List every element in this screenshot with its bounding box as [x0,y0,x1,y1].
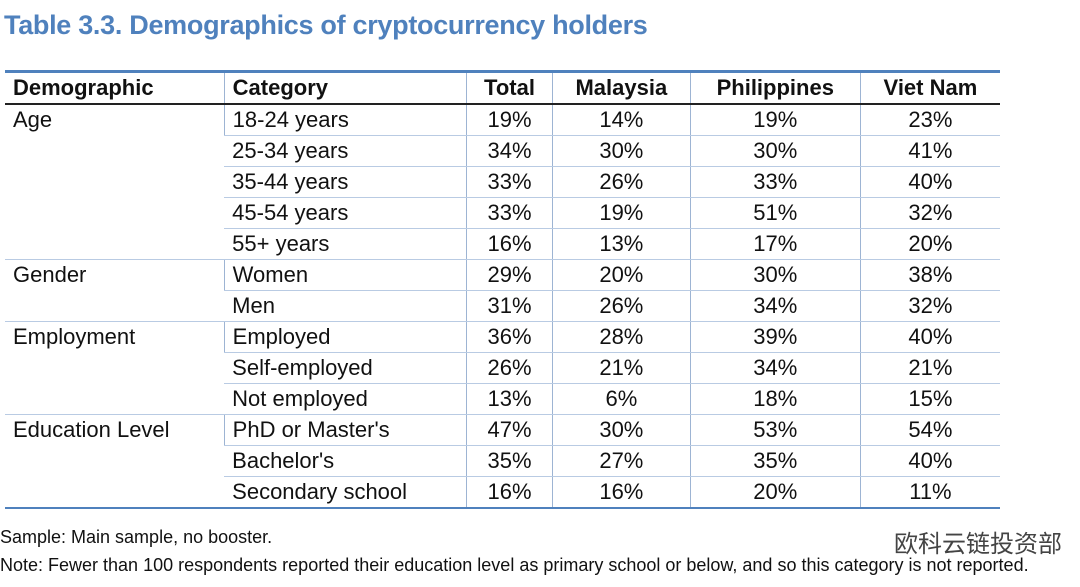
value-cell: 20% [859,228,1000,260]
value-cell: 40% [859,166,1000,198]
value-cell: 39% [689,321,861,353]
table-row: Age 18-24 years 19% 14% 19% 23% [5,104,1000,260]
value-cell: 38% [859,259,1000,291]
sample-note: Sample: Main sample, no booster. [0,527,273,547]
table-row: Secondary school 16% 16% 20% 11% [5,476,1000,509]
category-cell: 18-24 years [223,104,467,136]
value-cell: 40% [859,321,1000,353]
column-header: Category [223,71,467,105]
value-cell: 18% [689,383,861,415]
table-row: Employment Employed 36% 28% 39% 40% [5,321,1000,415]
table-row: Self-employed 26% 21% 34% 21% [5,352,1000,384]
value-cell: 26% [552,290,691,322]
value-cell: 47% [466,414,553,446]
table-row: Education Level PhD or Master's 47% 30% 53% 5… [5,414,1000,509]
category-cell: Not employed [224,383,467,415]
value-cell: 20% [689,476,861,509]
demographics-table: Demographic Category Total Malaysia Philippi… [5,70,1000,509]
value-cell: 26% [466,352,553,384]
value-cell: 16% [466,476,553,509]
value-cell: 19% [552,197,691,229]
category-cell: PhD or Master's [223,414,467,446]
group-label: Gender [5,259,225,322]
footnote: Note: Fewer than 100 respondents reporte… [0,555,1029,575]
category-cell: Bachelor's [224,445,467,477]
value-cell: 32% [859,290,1000,322]
value-cell: 27% [552,445,691,477]
value-cell: 35% [466,445,553,477]
table-row: Bachelor's 35% 27% 35% 40% [5,445,1000,477]
value-cell: 16% [466,228,553,260]
value-cell: 54% [859,414,1000,446]
table-body: Age 18-24 years 19% 14% 19% 23% 25-34 years 34%… [5,104,1000,509]
table-row: Not employed 13% 6% 18% 15% [5,383,1000,415]
category-cell: 25-34 years [224,135,467,167]
column-header: Viet Nam [859,71,1000,105]
value-cell: 26% [552,166,691,198]
value-cell: 11% [859,476,1000,509]
group-label: Education Level [5,414,225,509]
category-cell: Employed [223,321,467,353]
value-cell: 13% [466,383,553,415]
column-header: Philippines [689,71,861,105]
category-cell: Women [223,259,467,291]
value-cell: 53% [689,414,861,446]
group-label: Age [5,104,225,260]
value-cell: 6% [552,383,691,415]
value-cell: 19% [689,104,861,136]
value-cell: 31% [466,290,553,322]
value-cell: 23% [859,104,1000,136]
value-cell: 30% [689,135,861,167]
value-cell: 30% [689,259,861,291]
value-cell: 51% [689,197,861,229]
value-cell: 19% [466,104,553,136]
category-cell: 35-44 years [224,166,467,198]
value-cell: 16% [552,476,691,509]
category-cell: Secondary school [224,476,467,509]
value-cell: 17% [689,228,861,260]
value-cell: 30% [552,414,691,446]
value-cell: 40% [859,445,1000,477]
value-cell: 30% [552,135,691,167]
table-row: 45-54 years 33% 19% 51% 32% [5,197,1000,229]
watermark: 欧科云链投资部 [894,531,1062,558]
value-cell: 14% [552,104,691,136]
table-row: 25-34 years 34% 30% 30% 41% [5,135,1000,167]
value-cell: 36% [466,321,553,353]
category-cell: 45-54 years [224,197,467,229]
table-row: 35-44 years 33% 26% 33% 40% [5,166,1000,198]
table-row: Gender Women 29% 20% 30% 38% [5,259,1000,322]
value-cell: 34% [466,135,553,167]
value-cell: 15% [859,383,1000,415]
value-cell: 32% [859,197,1000,229]
category-cell: 55+ years [224,228,467,260]
value-cell: 28% [552,321,691,353]
value-cell: 34% [689,352,861,384]
value-cell: 21% [859,352,1000,384]
table-row: Men 31% 26% 34% 32% [5,290,1000,322]
value-cell: 33% [466,197,553,229]
value-cell: 29% [466,259,553,291]
value-cell: 20% [552,259,691,291]
value-cell: 34% [689,290,861,322]
value-cell: 35% [689,445,861,477]
category-cell: Self-employed [224,352,467,384]
value-cell: 33% [689,166,861,198]
header-row: Demographic Category Total Malaysia Philippi… [5,71,1000,105]
value-cell: 13% [552,228,691,260]
value-cell: 41% [859,135,1000,167]
column-header: Demographic [5,71,225,105]
column-header: Total [466,71,553,105]
value-cell: 33% [466,166,553,198]
table-row: 55+ years 16% 13% 17% 20% [5,228,1000,260]
value-cell: 21% [552,352,691,384]
column-header: Malaysia [552,71,691,105]
group-label: Employment [5,321,225,415]
table-title: Table 3.3. Demographics of cryptocurrenc… [4,10,648,40]
category-cell: Men [224,290,467,322]
